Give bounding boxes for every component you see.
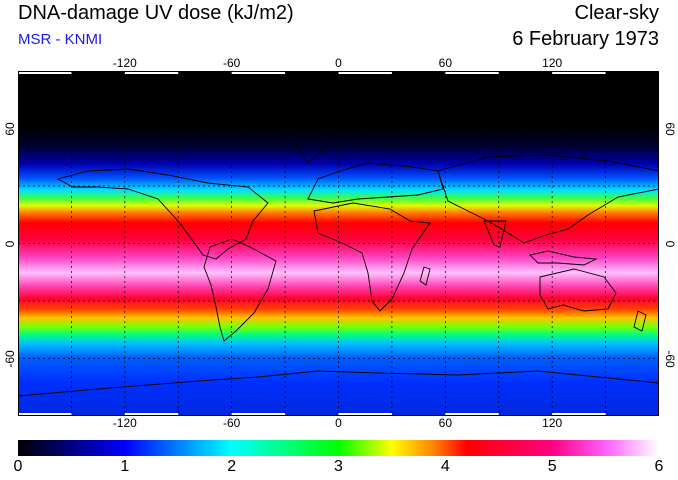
africa-outline	[313, 202, 431, 312]
north-america-outline	[56, 168, 269, 260]
longitude-tick-label: 60	[438, 416, 453, 430]
australia-outline	[539, 268, 617, 312]
latitude-tick-label: 60	[3, 121, 17, 136]
frame-tick-segment	[338, 71, 392, 74]
longitude-tick-label: -60	[222, 56, 241, 70]
longitude-tick-label: -120	[112, 56, 137, 70]
color-scale-label: 0	[13, 458, 23, 475]
frame-tick-segment	[552, 71, 606, 74]
frame-tick-segment	[124, 71, 179, 74]
frame-tick-segment	[124, 413, 179, 416]
latitude-tick-label: -60	[663, 349, 677, 368]
uv-dose-map	[18, 71, 659, 416]
greenland-outline	[289, 110, 341, 164]
color-scale-label: 1	[120, 458, 130, 475]
new-zealand-outline	[633, 310, 647, 332]
color-scale-label: 3	[334, 458, 343, 475]
madagascar-outline	[419, 266, 431, 286]
latitude-tick-label: 0	[3, 240, 17, 247]
asia-outline	[437, 154, 659, 244]
latitude-tick-label: -60	[3, 349, 17, 368]
longitude-tick-label: -60	[222, 416, 241, 430]
color-scale-label: 4	[440, 458, 450, 475]
frame-tick-segment	[445, 71, 499, 74]
sky-condition: Clear-sky	[574, 2, 659, 24]
frame-tick-segment	[552, 413, 606, 416]
longitude-tick-label: 60	[438, 56, 453, 70]
europe-outline	[307, 162, 444, 204]
graticule	[18, 71, 659, 416]
frame-tick-segment	[18, 413, 72, 416]
frame-tick-segment	[231, 413, 286, 416]
map-canvas	[18, 71, 659, 416]
map-date: 6 February 1973	[512, 28, 659, 50]
frame-edge-ticks	[18, 71, 606, 416]
frame-tick-segment	[18, 71, 72, 74]
longitude-tick-label: 120	[542, 416, 563, 430]
color-scale-bar	[18, 440, 659, 456]
latitude-tick-label: 0	[663, 240, 677, 247]
source-label: MSR - KNMI	[18, 31, 103, 48]
antarctica-outline	[18, 370, 659, 397]
color-scale-label: 2	[227, 458, 237, 475]
map-frame	[18, 71, 659, 416]
color-scale-label: 5	[547, 458, 557, 475]
latitude-tick-label: 60	[663, 121, 677, 136]
frame-tick-segment	[338, 413, 392, 416]
longitude-tick-label: 0	[335, 56, 342, 70]
longitude-tick-label: 120	[542, 56, 563, 70]
map-title: DNA-damage UV dose (kJ/m2)	[18, 2, 294, 24]
south-america-outline	[203, 238, 277, 342]
color-scale-label: 6	[654, 458, 664, 475]
longitude-tick-label: -120	[112, 416, 137, 430]
longitude-tick-label: 0	[335, 416, 342, 430]
frame-tick-segment	[445, 413, 499, 416]
frame-tick-segment	[231, 71, 286, 74]
